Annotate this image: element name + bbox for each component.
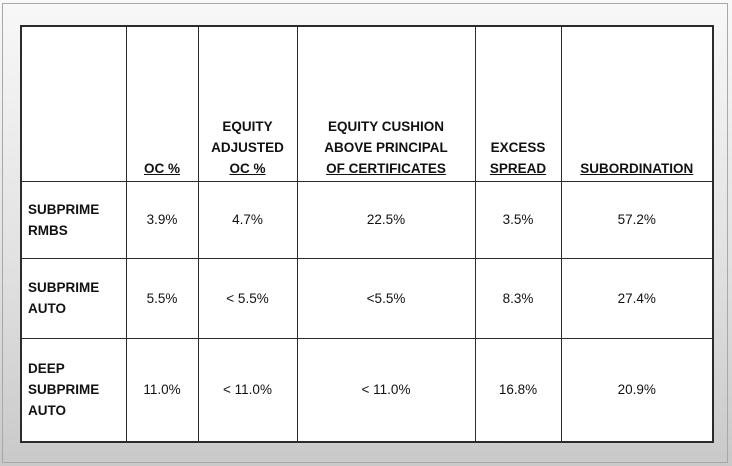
row-label-line: DEEP [28, 361, 65, 377]
table-row: SUBPRIME AUTO 5.5% < 5.5% <5.5% 8.3% 27.… [20, 257, 714, 339]
slide-frame [2, 3, 728, 463]
cell-excess-spread: 3.5% [474, 180, 562, 259]
row-label-line: SUBPRIME [28, 280, 100, 295]
header-row: OC % EQUITY ADJUSTED OC % EQUITY CUSHION… [20, 25, 714, 182]
row-label: SUBPRIME RMBS [20, 180, 127, 259]
header-equity-adjusted-oc: EQUITY ADJUSTED OC % [197, 25, 298, 182]
cell-equity-adjusted-oc: < 11.0% [197, 337, 298, 443]
cell-equity-cushion: < 11.0% [296, 337, 476, 443]
header-excess-spread-line-1: EXCESS [490, 139, 546, 155]
cell-excess-spread: 16.8% [474, 337, 562, 443]
row-label-line: SUBPRIME [28, 201, 100, 217]
header-oc-pct-line-1: OC % [143, 160, 180, 176]
row-label: SUBPRIME AUTO [20, 257, 127, 339]
cell-equity-cushion: <5.5% [296, 257, 476, 339]
cell-subordination: 20.9% [560, 337, 714, 443]
header-equity-cushion-line-2: ABOVE PRINCIPAL [324, 139, 448, 155]
table-row: SUBPRIME RMBS 3.9% 4.7% 22.5% 3.5% 57.2% [20, 180, 714, 259]
header-excess-spread: EXCESS SPREAD [474, 25, 562, 182]
header-equity-adjusted-oc-line-2: ADJUSTED [211, 139, 284, 155]
header-equity-adjusted-oc-line-3: OC % [229, 160, 266, 176]
header-oc-pct: OC % [125, 25, 199, 182]
cell-equity-adjusted-oc: < 5.5% [197, 257, 298, 339]
cell-equity-cushion: 22.5% [296, 180, 476, 259]
header-equity-cushion: EQUITY CUSHION ABOVE PRINCIPAL OF CERTIF… [296, 25, 476, 182]
cell-oc-pct: 5.5% [125, 257, 199, 339]
row-label-line: SUBPRIME [28, 382, 100, 398]
header-subordination: SUBORDINATION [560, 25, 714, 182]
cell-oc-pct: 3.9% [125, 180, 199, 259]
row-label: DEEP SUBPRIME AUTO [20, 337, 127, 443]
cell-subordination: 27.4% [560, 257, 714, 339]
cell-excess-spread: 8.3% [474, 257, 562, 339]
cell-subordination: 57.2% [560, 180, 714, 259]
row-label-line: RMBS [28, 222, 68, 238]
cell-equity-adjusted-oc: 4.7% [197, 180, 298, 259]
header-equity-cushion-line-1: EQUITY CUSHION [327, 118, 444, 134]
table-row: DEEP SUBPRIME AUTO 11.0% < 11.0% < 11.0%… [20, 337, 714, 443]
cell-oc-pct: 11.0% [125, 337, 199, 443]
credit-enhancement-table: OC % EQUITY ADJUSTED OC % EQUITY CUSHION… [20, 25, 714, 443]
header-equity-cushion-line-3: OF CERTIFICATES [326, 160, 446, 176]
row-label-line: AUTO [28, 403, 67, 419]
header-subordination-line-1: SUBORDINATION [580, 160, 694, 176]
header-excess-spread-line-2: SPREAD [489, 160, 547, 176]
header-blank-cell [20, 25, 127, 182]
header-equity-adjusted-oc-line-1: EQUITY [222, 118, 273, 134]
row-label-line: AUTO [28, 301, 67, 316]
